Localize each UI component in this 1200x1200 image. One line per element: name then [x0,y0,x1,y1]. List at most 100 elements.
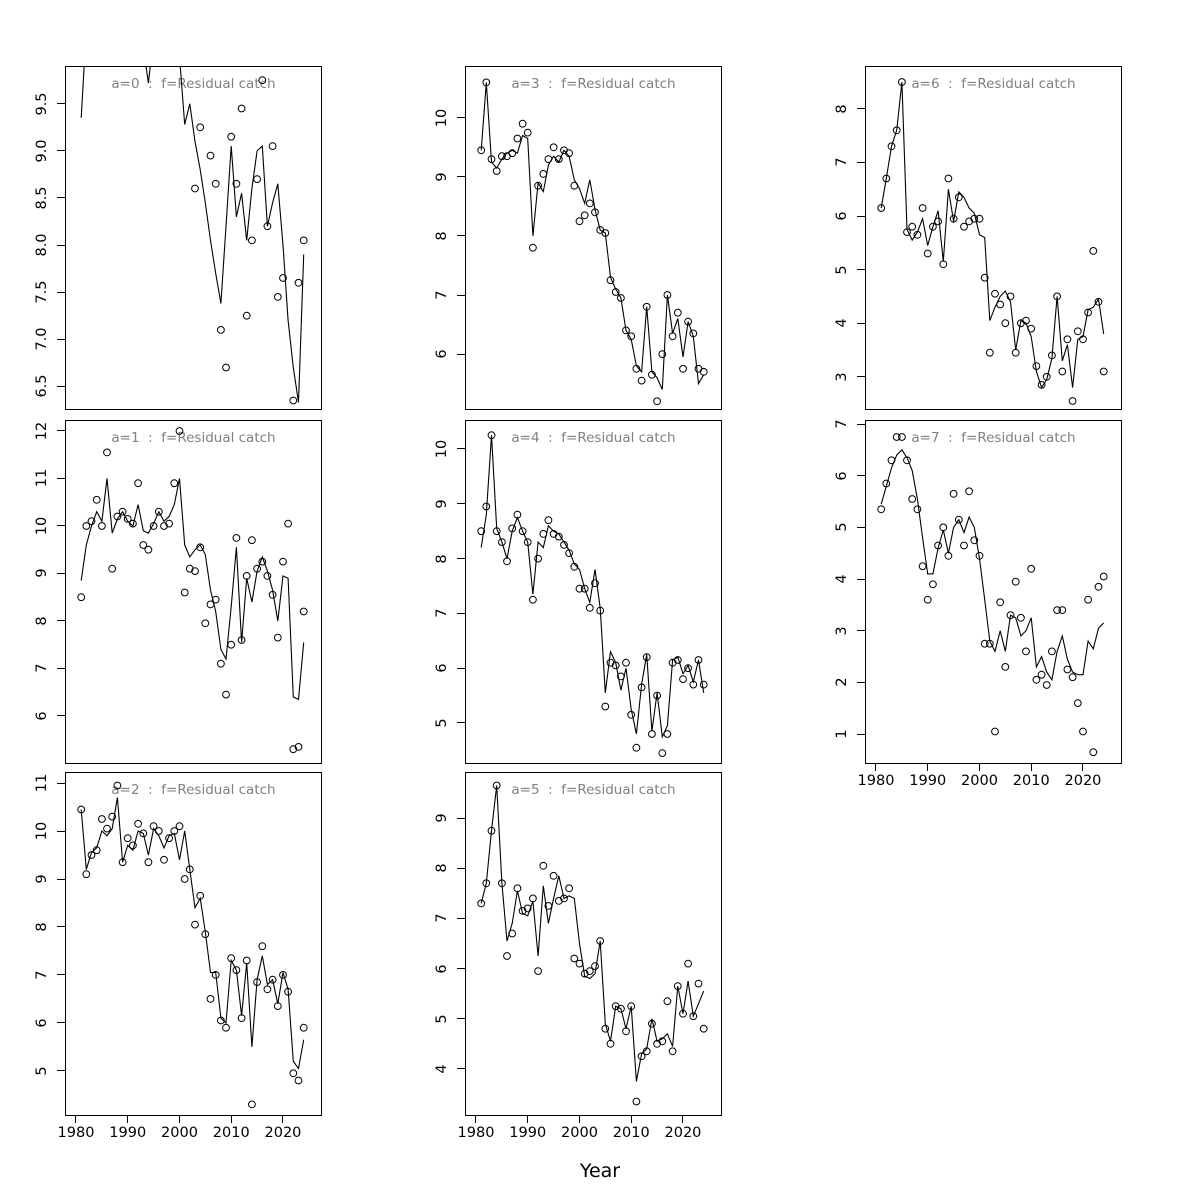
panel-a5: a=5 : f=Residual catch 4 5 6 7 8 9 1980 1990 2000… [434,772,722,1141]
panel-plot-area [877,78,1108,405]
data-point [482,879,491,888]
data-point [663,997,672,1006]
data-point [1011,577,1020,586]
data-point [108,564,117,573]
data-point [1048,351,1056,360]
y-tick-label: 9 [34,874,50,884]
y-tick-mark [457,448,465,450]
data-point [139,829,148,838]
data-point [903,456,911,465]
x-tick-label: 2020 [1064,773,1102,789]
data-point [699,1024,708,1033]
panel-a2: a=2 : f=Residual catch 5 6 7 8 9 10 11 1980 1990 2… [34,772,322,1141]
panel-a6: a=6 : f=Residual catch 3 4 5 6 7 8 [834,66,1122,410]
y-tick-mark [57,150,65,152]
data-point [294,278,303,287]
data-point [980,273,989,282]
data-point [606,276,615,285]
y-tick-label: 7.5 [34,280,50,304]
data-point [82,870,91,879]
data-point [508,929,517,938]
data-point [165,834,173,843]
fitted-line [480,785,705,1082]
data-point [1001,319,1010,328]
x-tick-mark [178,1115,180,1123]
data-point [144,545,153,554]
data-point [996,598,1005,607]
x-tick-label: 2000 [561,1125,598,1141]
data-point [268,142,277,150]
data-point [268,975,277,984]
data-point [580,969,589,978]
y-tick-mark [857,475,865,477]
x-tick-mark [127,1115,129,1123]
data-point [1073,699,1082,708]
x-tick-label: 2010 [212,1125,250,1141]
data-point [206,151,215,160]
data-point [591,962,599,971]
data-point [570,181,579,190]
data-point [929,222,937,231]
fitted-line [480,82,705,390]
y-tick-label: 6 [834,471,850,481]
data-point [185,865,194,874]
y-tick-mark [57,197,65,199]
data-point [679,675,687,684]
data-point [653,397,662,406]
data-point [939,523,948,532]
data-point [258,557,267,566]
y-tick-label: 10 [434,108,450,128]
panel-title: a=2 : f=Residual catch [111,782,276,798]
data-point [518,527,527,536]
y-tick-mark [857,681,865,683]
data-point [554,532,563,541]
data-point [887,456,896,465]
y-tick-label: 9 [434,813,450,823]
data-point [103,448,111,457]
data-point [113,512,122,521]
data-point [1079,727,1087,736]
data-point [596,937,605,945]
y-tick-label: 7 [34,663,50,674]
data-point [617,672,625,681]
panel-title: a=7 : f=Residual catch [911,430,1076,446]
data-point [299,236,308,245]
data-point [217,326,225,334]
data-point [503,952,511,960]
x-tick-label: 1990 [509,1125,547,1141]
data-point [503,557,511,566]
y-tick-mark [857,322,865,324]
data-point [529,243,537,252]
data-point [123,834,132,843]
data-point [575,217,584,226]
data-point [222,690,230,699]
data-point [694,979,703,988]
data-point [544,902,553,910]
data-point [1079,335,1087,344]
data-point [118,858,127,867]
y-tick-mark [57,103,65,105]
data-point [929,580,937,589]
y-tick-label: 2 [834,677,850,688]
y-tick-label: 10 [34,516,50,536]
data-point [1063,335,1072,344]
y-tick-label: 10 [434,439,450,459]
data-point [149,522,158,530]
data-point [253,978,262,987]
data-point [1058,367,1067,376]
data-point [227,132,236,141]
data-point [523,128,532,137]
data-point [908,222,917,231]
data-point [482,502,491,511]
y-tick-label: 7 [434,608,450,618]
panel-plot-area [877,433,1108,757]
data-point [985,348,994,357]
y-tick-mark [57,667,65,669]
data-point [617,294,625,302]
data-point [965,217,973,226]
panel-title: a=6 : f=Residual catch [911,76,1076,92]
x-tick-label: 1990 [109,1125,147,1141]
data-point [918,562,927,571]
data-point [965,487,973,496]
data-point [918,204,927,212]
